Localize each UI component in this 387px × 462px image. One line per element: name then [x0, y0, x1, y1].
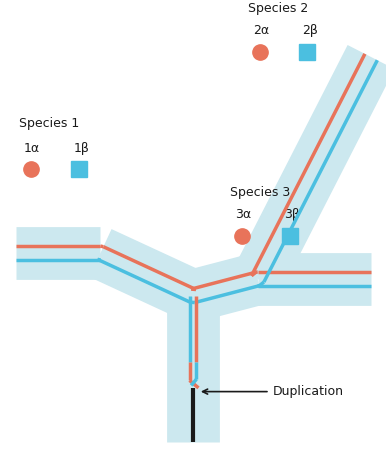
Text: 2α: 2α — [253, 24, 269, 37]
Text: 3β: 3β — [284, 208, 300, 221]
Text: Species 2: Species 2 — [248, 2, 308, 15]
Text: Duplication: Duplication — [203, 385, 344, 398]
Text: Species 3: Species 3 — [230, 186, 290, 199]
Text: 3α: 3α — [235, 208, 251, 221]
Text: 1α: 1α — [24, 141, 40, 155]
Text: 1β: 1β — [74, 141, 89, 155]
Text: Species 1: Species 1 — [19, 117, 79, 130]
Text: 2β: 2β — [303, 24, 319, 37]
